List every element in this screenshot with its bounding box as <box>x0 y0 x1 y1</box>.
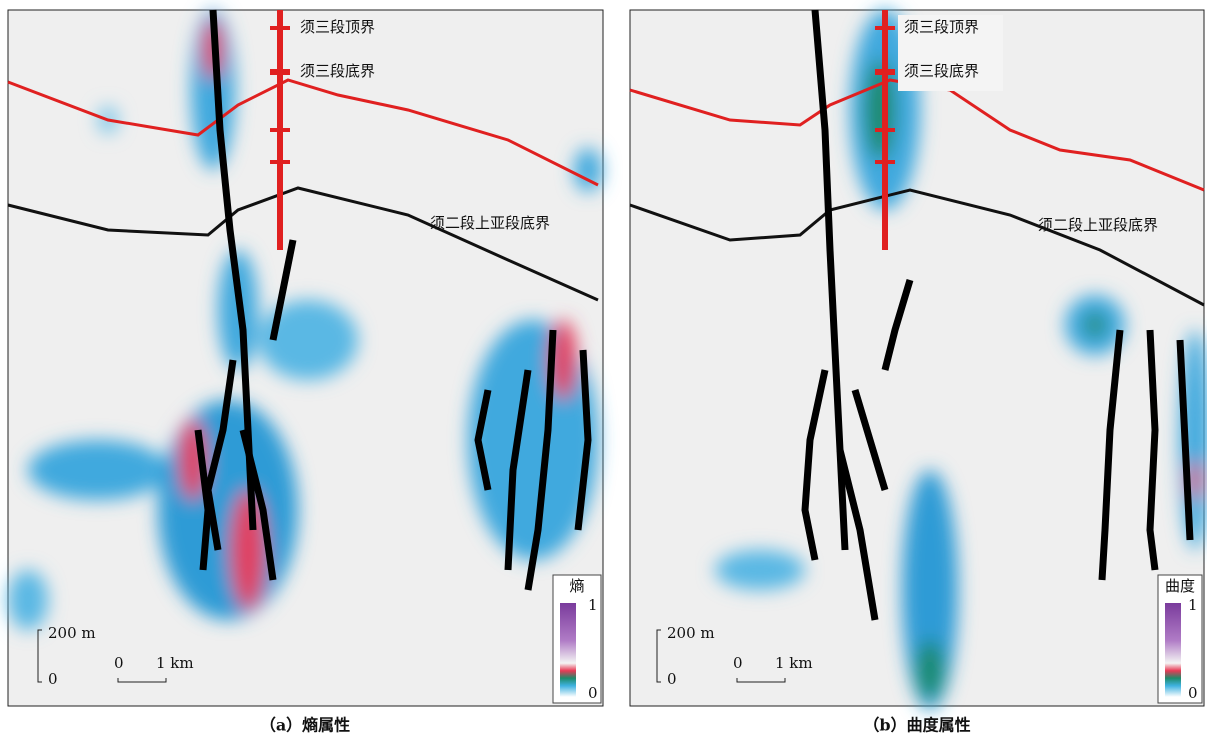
panel-b: 须三段顶界 须三段底界 须二段上亚段底界 200 m 0 0 1 km 曲度 1… <box>630 10 1207 710</box>
scale-label: 1 km <box>156 654 194 672</box>
horizon-label: 须二段上亚段底界 <box>430 214 550 232</box>
legend-min: 0 <box>588 684 598 702</box>
colorbar <box>1165 603 1181 697</box>
caption: （b）曲度属性 <box>863 716 970 735</box>
legend-max: 1 <box>588 596 598 614</box>
colorbar <box>560 603 576 697</box>
horizon-label: 须三段底界 <box>904 62 979 80</box>
legend-min: 0 <box>1188 684 1198 702</box>
scale-label: 0 <box>114 654 124 672</box>
caption: （a）熵属性 <box>260 716 350 735</box>
panel-a: 须三段顶界 须三段底界 须二段上亚段底界 200 m 0 0 1 km 熵 1 … <box>8 10 603 706</box>
horizon-label: 须三段底界 <box>300 62 375 80</box>
scale-label: 200 m <box>48 624 96 642</box>
legend-title: 曲度 <box>1165 577 1195 595</box>
scale-label: 0 <box>733 654 743 672</box>
horizon-label: 须三段顶界 <box>300 18 375 36</box>
legend-title: 熵 <box>569 577 584 595</box>
scale-label: 200 m <box>667 624 715 642</box>
scale-label: 0 <box>667 670 677 688</box>
horizon-label: 须三段顶界 <box>904 18 979 36</box>
legend-max: 1 <box>1188 596 1198 614</box>
scale-label: 0 <box>48 670 58 688</box>
horizon-label: 须二段上亚段底界 <box>1038 216 1158 234</box>
scale-label: 1 km <box>775 654 813 672</box>
figure: 须三段顶界 须三段底界 须二段上亚段底界 200 m 0 0 1 km 熵 1 … <box>0 0 1207 735</box>
